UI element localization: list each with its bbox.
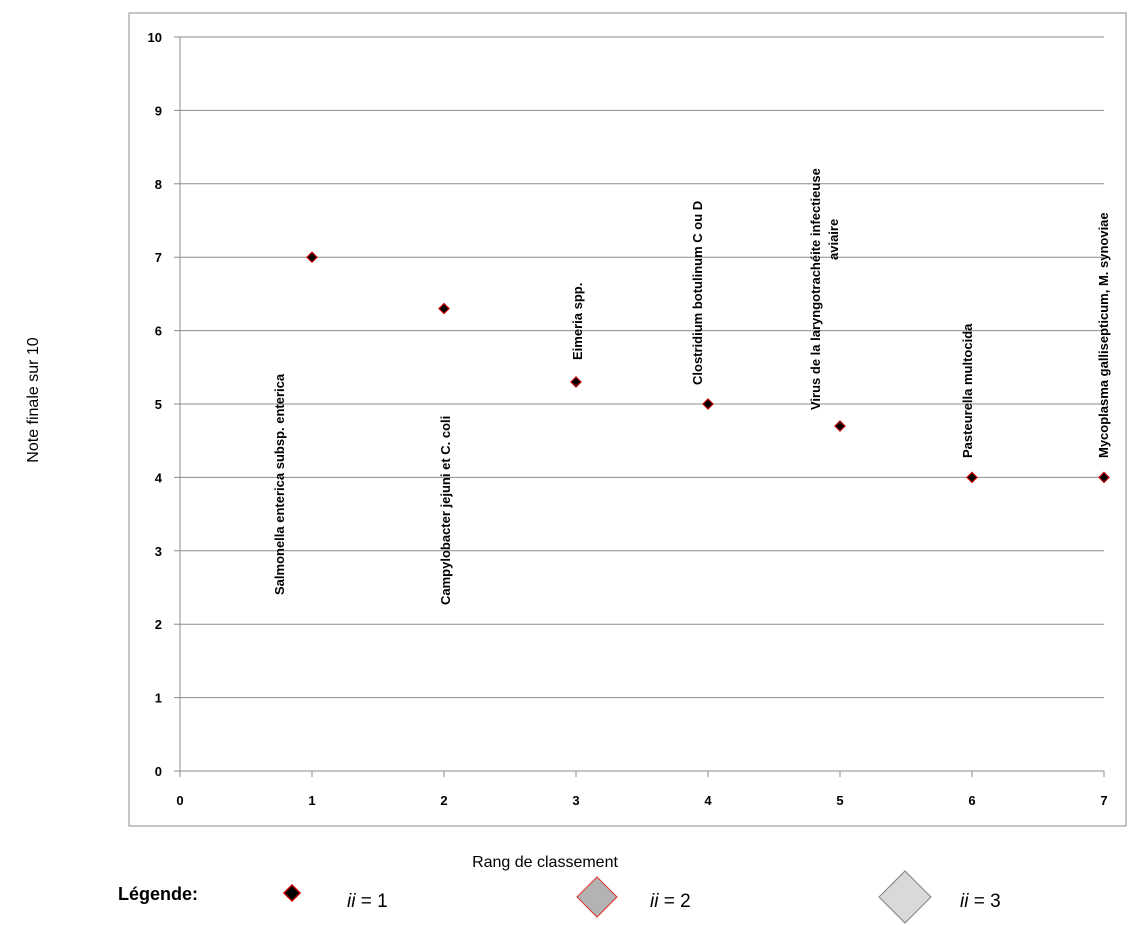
legend: Légende: ii = 1 ii = 2 ii = 3 bbox=[118, 870, 1001, 924]
x-tick-label: 0 bbox=[176, 793, 183, 808]
x-tick-label: 2 bbox=[440, 793, 447, 808]
point-annotation: Pasteurella multocida bbox=[960, 323, 975, 458]
point-annotation: Mycoplasma gallisepticum, M. synoviae bbox=[1096, 212, 1111, 458]
point-annotation: Clostridium botulinum C ou D bbox=[690, 201, 705, 385]
tick-labels: 0 1 2 3 4 5 6 7 8 9 10 0 1 2 3 4 5 6 7 bbox=[148, 30, 1108, 808]
point-annotations: Salmonella enterica subsp. enterica Campy… bbox=[272, 168, 1111, 605]
x-tick-label: 7 bbox=[1100, 793, 1107, 808]
legend-marker-2 bbox=[576, 876, 618, 918]
gridlines bbox=[180, 36, 1104, 699]
x-tick-label: 5 bbox=[836, 793, 843, 808]
legend-marker-3 bbox=[878, 870, 932, 924]
y-tick-label: 9 bbox=[155, 103, 162, 118]
data-point bbox=[702, 398, 714, 410]
y-tick-label: 1 bbox=[155, 691, 162, 706]
point-annotation: Virus de la laryngotrachéite infectieuse bbox=[808, 168, 823, 410]
data-point bbox=[966, 471, 978, 484]
data-point bbox=[1098, 471, 1110, 484]
legend-label-3: ii = 3 bbox=[960, 891, 1001, 912]
data-point bbox=[834, 420, 846, 432]
y-tick-label: 5 bbox=[155, 397, 162, 412]
point-annotation: Eimeria spp. bbox=[570, 283, 585, 360]
x-tick-label: 1 bbox=[308, 793, 315, 808]
x-tick-label: 3 bbox=[572, 793, 579, 808]
axes bbox=[174, 36, 1105, 777]
point-annotation: Salmonella enterica subsp. enterica bbox=[272, 373, 287, 595]
y-tick-label: 0 bbox=[155, 764, 162, 779]
y-tick-label: 10 bbox=[148, 30, 162, 45]
x-tick-label: 6 bbox=[968, 793, 975, 808]
data-point bbox=[438, 302, 450, 315]
point-annotation: Campylobacter jejuni et C. coli bbox=[438, 416, 453, 605]
y-axis-title: Note finale sur 10 bbox=[25, 337, 42, 463]
legend-label-2: ii = 2 bbox=[650, 891, 691, 912]
x-tick-label: 4 bbox=[704, 793, 712, 808]
point-annotation: aviaire bbox=[826, 219, 841, 260]
data-point bbox=[306, 251, 318, 264]
legend-title: Légende: bbox=[118, 884, 198, 904]
y-tick-label: 6 bbox=[155, 324, 162, 339]
plot-frame bbox=[128, 12, 1127, 827]
legend-marker-1 bbox=[282, 883, 302, 903]
y-tick-label: 7 bbox=[155, 250, 162, 265]
data-points bbox=[306, 251, 1110, 484]
data-point bbox=[570, 376, 582, 388]
legend-label-1: ii = 1 bbox=[347, 891, 388, 912]
x-axis-title: Rang de classement bbox=[472, 854, 618, 871]
y-tick-label: 8 bbox=[155, 177, 162, 192]
y-tick-label: 3 bbox=[155, 544, 162, 559]
y-tick-label: 4 bbox=[155, 470, 163, 485]
y-tick-label: 2 bbox=[155, 617, 162, 632]
